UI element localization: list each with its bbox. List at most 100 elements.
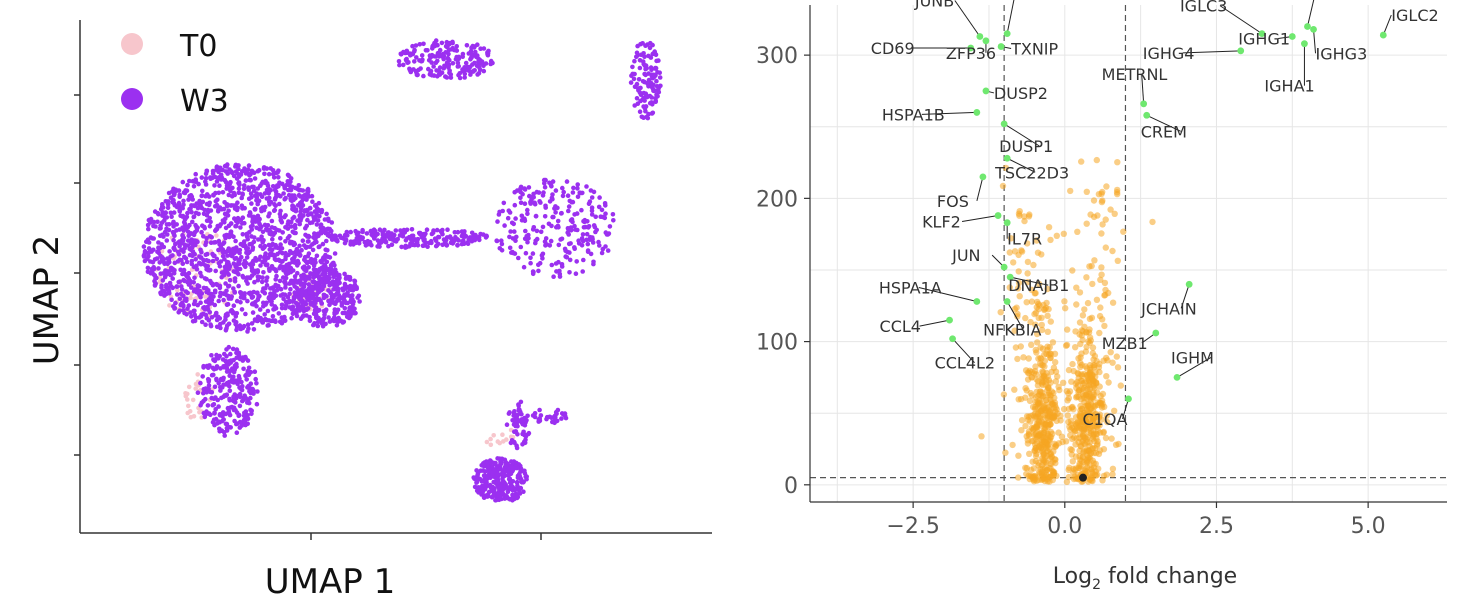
umap-point-w3 [251,188,257,193]
umap-point-w3 [504,494,510,499]
umap-point-w3 [204,363,210,369]
umap-point-w3 [603,244,608,249]
umap-point-w3 [166,190,172,196]
umap-point-w3 [233,321,238,327]
volcano-point [1070,426,1078,433]
umap-point-w3 [218,388,223,393]
umap-point-w3 [497,209,502,215]
umap-point-w3 [550,192,555,197]
umap-point-w3 [470,43,476,49]
umap-point-w3 [158,291,164,297]
umap-point-w3 [227,234,232,240]
umap-point-w3 [655,93,660,99]
umap-point-w3 [274,183,280,188]
umap-point-w3 [347,277,353,282]
umap-point-w3 [250,247,255,252]
volcano-point [1033,388,1040,396]
volcano-point [1079,312,1087,319]
umap-point-w3 [551,214,556,220]
umap-point-w3 [320,272,325,277]
gene-point-hspa1b [973,109,981,116]
umap-point-w3 [223,382,229,387]
umap-point-w3 [419,53,425,58]
umap-point-w3 [240,273,245,279]
umap-point-t0 [495,439,501,444]
umap-point-w3 [652,74,657,80]
umap-point-w3 [294,246,300,252]
umap-point-w3 [222,351,227,357]
umap-point-w3 [478,46,483,51]
umap-point-w3 [208,208,214,213]
umap-point-w3 [290,216,296,221]
umap-point-w3 [517,491,523,496]
umap-point-w3 [159,220,165,225]
umap-point-w3 [554,418,560,424]
umap-point-w3 [293,277,298,283]
umap-point-w3 [234,311,240,316]
umap-point-w3 [249,234,254,239]
umap-point-w3 [185,290,190,296]
umap-point-w3 [457,75,463,81]
umap-point-w3 [212,253,217,259]
umap-point-w3 [332,251,338,256]
volcano-point [1083,220,1090,227]
umap-point-w3 [564,254,570,260]
volcano-point [1081,425,1088,432]
volcano-point [1076,331,1083,338]
umap-point-w3 [585,248,591,253]
umap-point-w3 [286,252,291,258]
umap-point-w3 [232,398,237,403]
umap-point-w3 [555,407,561,413]
umap-point-w3 [268,252,274,258]
umap-point-w3 [634,81,640,87]
umap-point-w3 [534,236,540,242]
umap-point-w3 [650,110,656,116]
umap-point-w3 [395,236,401,242]
umap-point-w3 [404,50,410,56]
umap-point-w3 [495,480,500,485]
umap-point-w3 [494,238,500,244]
umap-point-w3 [442,63,447,69]
volcano-point [1103,412,1110,419]
umap-point-w3 [421,41,426,47]
umap-point-w3 [462,65,467,70]
volcano-point [1049,339,1057,346]
umap-point-w3 [229,358,235,364]
umap-point-w3 [397,233,403,238]
volcano-point [1022,422,1029,430]
umap-point-w3 [227,277,233,283]
umap-point-w3 [270,168,276,173]
legend-label-t0: T0 [179,29,217,64]
volcano-point [1084,299,1092,307]
umap-point-w3 [549,195,555,201]
umap-point-w3 [462,71,468,77]
umap-point-w3 [354,235,360,241]
umap-point-w3 [203,386,208,391]
umap-point-w3 [259,181,265,186]
umap-point-w3 [470,62,475,67]
umap-point-w3 [325,248,330,253]
umap-point-w3 [251,184,256,190]
umap-point-w3 [600,214,606,220]
umap-point-w3 [575,182,580,187]
umap-point-w3 [164,284,169,290]
umap-y-label: UMAP 2 [27,235,67,365]
gene-label-crem: CREM [1141,122,1187,141]
umap-point-w3 [241,186,247,191]
umap-point-w3 [227,373,232,379]
umap-point-w3 [181,249,186,254]
umap-point-w3 [225,253,230,258]
umap-point-w3 [256,167,262,173]
umap-point-w3 [378,240,384,245]
umap-point-w3 [319,321,325,326]
umap-point-w3 [605,248,611,253]
volcano-point [1109,299,1117,306]
umap-point-w3 [279,315,285,320]
umap-point-w3 [516,462,522,467]
volcano-point [1099,221,1106,228]
umap-point-w3 [290,281,296,286]
volcano-point [1049,476,1056,484]
umap-point-w3 [283,282,288,287]
umap-point-w3 [654,78,659,84]
umap-point-w3 [334,323,340,328]
